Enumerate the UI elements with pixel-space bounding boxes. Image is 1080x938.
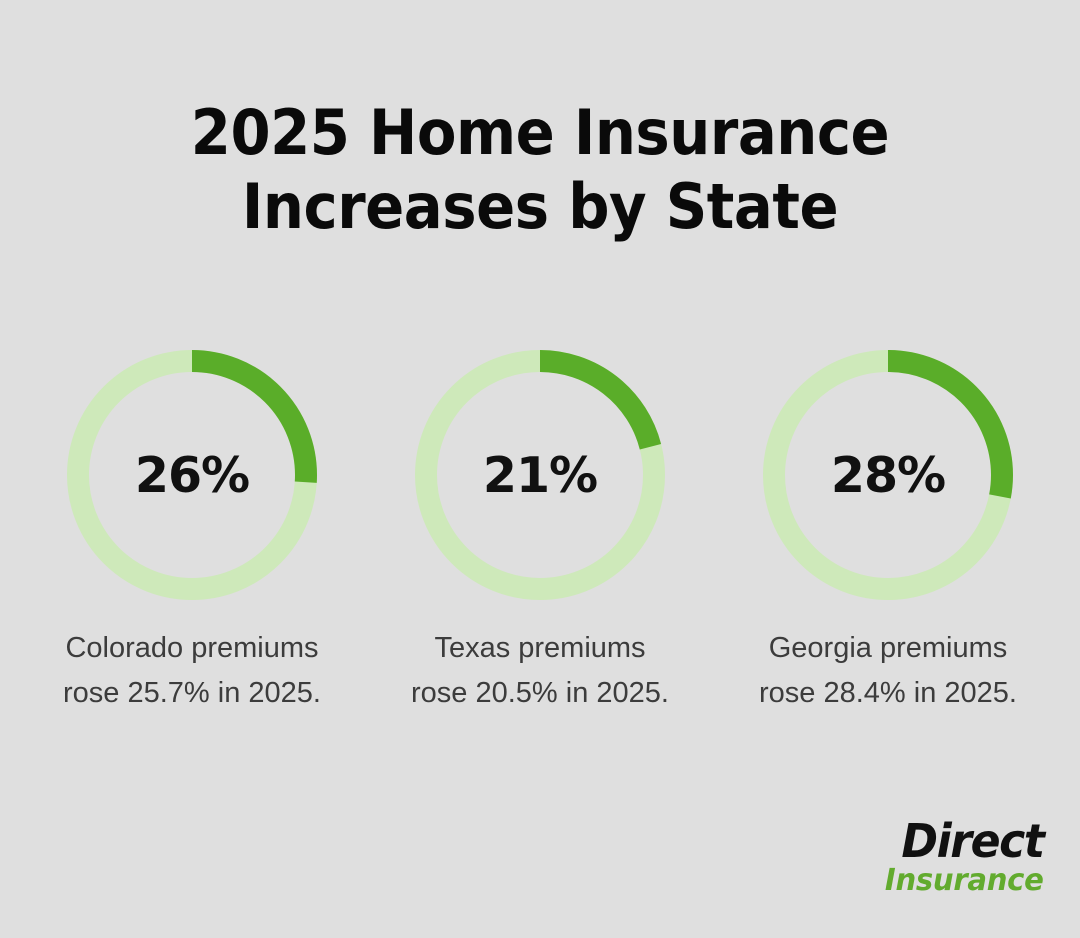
caption-georgia-line-2: rose 28.4% in 2025. [759,677,1017,709]
donut-cell-colorado: 26% [18,350,366,610]
donut-value-texas: 21% [482,446,598,504]
donut-chart-row: 26% 21% 28% [0,350,1080,610]
page-title-line-1: 2025 Home Insurance [190,96,890,169]
donut-arc-georgia [763,350,1013,600]
donut-chart-georgia: 28% [763,350,1013,600]
donut-value-colorado: 26% [134,446,250,504]
caption-row: Colorado premiums rose 25.7% in 2025. Te… [0,626,1080,716]
caption-georgia: Georgia premiums rose 28.4% in 2025. [714,626,1062,716]
page-title-line-2: Increases by State [241,170,839,243]
caption-texas: Texas premiums rose 20.5% in 2025. [366,626,714,716]
donut-cell-texas: 21% [366,350,714,610]
caption-colorado-line-2: rose 25.7% in 2025. [63,677,321,709]
brand-logo-secondary: Insurance [885,863,1044,898]
donut-arc-texas [415,350,665,600]
donut-arc-colorado [67,350,317,600]
donut-value-georgia: 28% [830,446,946,504]
donut-cell-georgia: 28% [714,350,1062,610]
caption-colorado: Colorado premiums rose 25.7% in 2025. [18,626,366,716]
donut-chart-colorado: 26% [67,350,317,600]
page-title: 2025 Home Insurance Increases by State [0,96,1080,244]
caption-texas-line-2: rose 20.5% in 2025. [411,677,669,709]
caption-colorado-line-1: Colorado premiums [65,632,319,664]
brand-logo-primary: Direct [901,814,1046,868]
brand-logo: Direct Insurance [880,814,1046,898]
caption-georgia-line-1: Georgia premiums [768,632,1008,664]
donut-chart-texas: 21% [415,350,665,600]
caption-texas-line-1: Texas premiums [434,632,646,664]
